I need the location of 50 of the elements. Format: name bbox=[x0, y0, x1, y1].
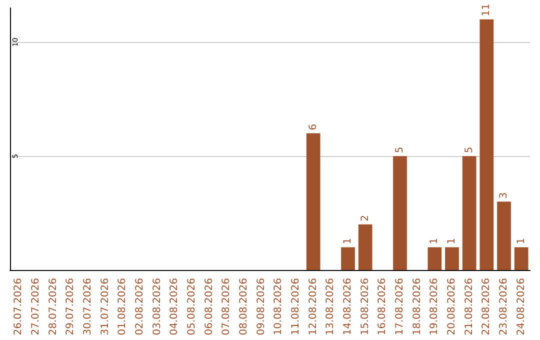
x-tick-label: 11.08.2026 bbox=[290, 278, 302, 336]
x-tick-label: 28.07.2026 bbox=[48, 278, 59, 336]
x-tick-label: 19.08.2026 bbox=[429, 278, 440, 336]
bar bbox=[341, 247, 355, 270]
x-tick-label: 26.07.2026 bbox=[13, 278, 24, 336]
x-tick-label: 16.08.2026 bbox=[377, 278, 388, 336]
data-label: 1 bbox=[446, 238, 458, 244]
x-tick-label: 31.07.2026 bbox=[100, 278, 111, 336]
bar bbox=[480, 19, 494, 270]
x-tick-label: 08.08.2026 bbox=[238, 278, 250, 336]
data-label: 5 bbox=[394, 146, 406, 154]
x-tick-label: 18.08.2026 bbox=[412, 278, 423, 336]
x-tick-label: 29.07.2026 bbox=[65, 278, 76, 336]
x-tick-label: 17.08.2026 bbox=[394, 278, 406, 336]
x-tick-label: 02.08.2026 bbox=[134, 278, 146, 336]
x-tick-label: 13.08.2026 bbox=[325, 278, 336, 336]
bar bbox=[462, 156, 476, 270]
x-tick-label: 23.08.2026 bbox=[498, 278, 510, 336]
data-label: 6 bbox=[308, 124, 319, 130]
x-tick-label: 15.08.2026 bbox=[360, 278, 371, 336]
bar bbox=[445, 247, 459, 270]
x-tick-label: 12.08.2026 bbox=[308, 278, 319, 336]
bar bbox=[306, 133, 320, 270]
x-tick-label: 30.07.2026 bbox=[82, 278, 94, 336]
x-tick-label: 07.08.2026 bbox=[221, 278, 232, 336]
bar bbox=[393, 156, 407, 270]
bar bbox=[514, 247, 528, 270]
x-tick-label: 14.08.2026 bbox=[342, 278, 354, 336]
x-tick-label: 24.08.2026 bbox=[516, 278, 527, 336]
data-label: 1 bbox=[516, 238, 527, 244]
x-tick-label: 27.07.2026 bbox=[30, 278, 42, 336]
data-label: 1 bbox=[429, 238, 440, 244]
x-tick-label: 21.08.2026 bbox=[464, 278, 475, 336]
x-tick-label: 01.08.2026 bbox=[117, 278, 128, 336]
data-label: 2 bbox=[360, 215, 371, 222]
data-label: 3 bbox=[498, 192, 510, 199]
data-label: 11 bbox=[481, 4, 492, 16]
x-tick-label: 22.08.2026 bbox=[481, 278, 492, 336]
x-tick-label: 04.08.2026 bbox=[169, 278, 180, 336]
bar bbox=[497, 202, 511, 270]
x-tick-label: 03.08.2026 bbox=[152, 278, 163, 336]
x-tick-label: 10.08.2026 bbox=[273, 278, 284, 336]
bar bbox=[358, 224, 372, 270]
x-tick-label: 05.08.2026 bbox=[186, 278, 198, 336]
x-tick-label: 09.08.2026 bbox=[256, 278, 267, 336]
data-label: 5 bbox=[464, 146, 475, 154]
x-tick-label: 20.08.2026 bbox=[446, 278, 458, 336]
x-tick-label: 06.08.2026 bbox=[204, 278, 215, 336]
data-label: 1 bbox=[342, 238, 354, 244]
bar bbox=[428, 247, 442, 270]
